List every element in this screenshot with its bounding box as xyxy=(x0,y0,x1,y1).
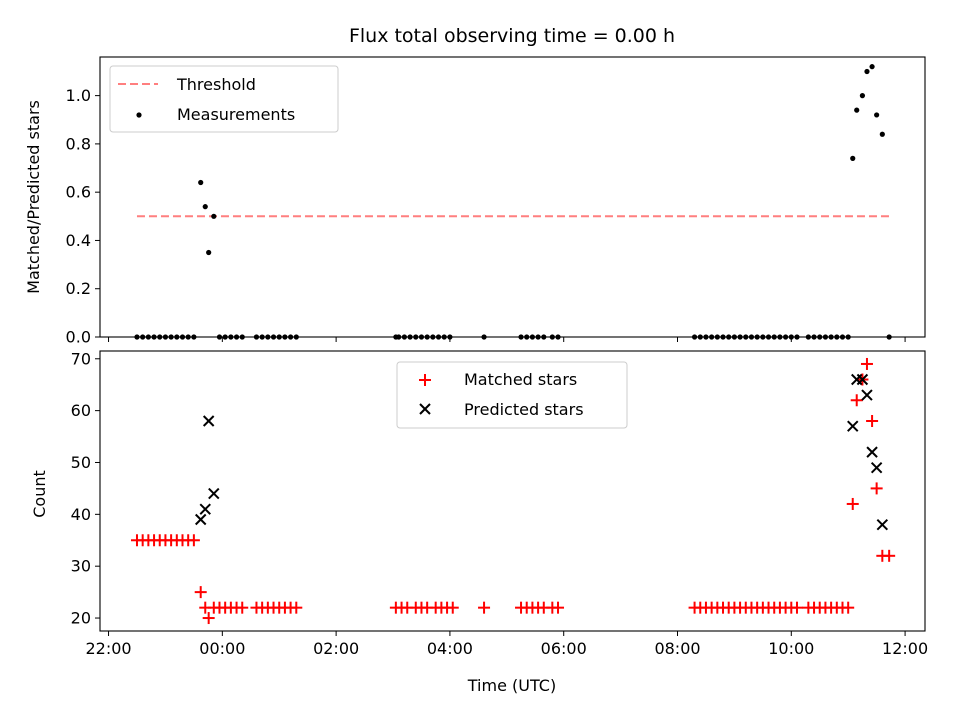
matched-stars-point xyxy=(860,357,873,370)
chart-title: Flux total observing time = 0.00 h xyxy=(349,25,675,47)
bottom-plot-data xyxy=(130,357,896,625)
top-plot-frame xyxy=(99,56,926,338)
bottom-y-tick-label: 20 xyxy=(71,609,91,628)
bottom-plot-frame xyxy=(99,350,926,632)
top-y-tick-label: 0.2 xyxy=(66,279,91,298)
matched-stars-point xyxy=(187,534,200,547)
top-legend-box xyxy=(109,65,339,133)
measurements-legend-swatch xyxy=(136,112,142,118)
measurements-point xyxy=(206,249,212,256)
x-tick-label: 12:00 xyxy=(882,639,928,658)
matched-stars-legend-swatch xyxy=(419,374,431,386)
x-tick-label: 08:00 xyxy=(654,639,700,658)
measurements-legend-label: Measurements xyxy=(177,105,295,124)
bottom-axes: 20 30 40 50 60 70 22:00 00:00 02:00 04:00 06:00 08:… xyxy=(71,349,929,658)
matched-stars-point xyxy=(870,482,883,495)
measurements-point xyxy=(202,204,208,210)
bottom-y-tick-label: 30 xyxy=(71,557,91,576)
matched-stars-point xyxy=(842,601,855,614)
x-tick-label: 06:00 xyxy=(541,639,587,658)
threshold-legend-label: Threshold xyxy=(176,75,256,94)
matched-stars-point xyxy=(552,601,565,614)
top-y-tick-label: 1.0 xyxy=(66,86,91,105)
bottom-panel: Count Time (UTC) 20 30 40 50 60 70 22:00 00:00 0… xyxy=(30,349,928,695)
measurements-point xyxy=(211,213,217,219)
x-tick-label: 02:00 xyxy=(313,639,359,658)
measurements-point xyxy=(854,107,860,113)
matched-stars-point xyxy=(850,394,863,407)
predicted-stars-legend-label: Predicted stars xyxy=(464,400,584,419)
measurements-point xyxy=(198,179,204,186)
predicted-stars-point xyxy=(202,415,215,427)
measurements-point xyxy=(850,155,856,161)
matched-stars-point xyxy=(446,601,459,614)
measurements-point xyxy=(874,112,880,118)
matched-stars-point xyxy=(790,601,803,614)
top-axes: 0.0 0.2 0.4 0.6 0.8 1.0 xyxy=(66,86,906,347)
predicted-stars-point xyxy=(870,461,883,474)
matched-stars-point xyxy=(236,601,249,614)
matched-stars-point xyxy=(866,415,879,427)
matched-stars-point xyxy=(290,601,303,614)
predicted-stars-point xyxy=(199,503,211,515)
x-tick-label: 10:00 xyxy=(768,639,814,658)
matched-stars-point xyxy=(883,549,896,562)
top-y-axis-label: Matched/Predicted stars xyxy=(24,100,43,294)
predicted-stars-point xyxy=(847,420,859,432)
top-panel: Flux total observing time = 0.00 h Match… xyxy=(24,25,926,347)
x-axis-label: Time (UTC) xyxy=(467,676,556,695)
x-tick-label: 00:00 xyxy=(199,639,245,658)
matched-stars-point xyxy=(194,586,207,599)
top-y-tick-label: 0.0 xyxy=(66,328,91,347)
measurements-point xyxy=(879,131,885,137)
measurements-point xyxy=(869,64,875,70)
x-tick-label: 22:00 xyxy=(85,639,131,658)
x-tick-label: 04:00 xyxy=(427,639,473,658)
matched-stars-point xyxy=(202,612,215,625)
predicted-stars-point xyxy=(208,487,220,500)
bottom-y-tick-label: 40 xyxy=(71,505,91,524)
bottom-y-tick-label: 70 xyxy=(71,349,91,368)
top-y-tick-label: 0.4 xyxy=(66,231,91,250)
bottom-y-tick-label: 60 xyxy=(71,401,91,420)
predicted-stars-legend-swatch xyxy=(419,403,431,415)
measurements-point xyxy=(864,68,870,75)
matched-stars-point xyxy=(478,601,491,614)
predicted-stars-point xyxy=(194,513,207,526)
predicted-stars-point xyxy=(861,389,873,401)
predicted-stars-point xyxy=(876,518,889,531)
top-y-tick-label: 0.6 xyxy=(66,183,91,202)
matched-stars-legend-label: Matched stars xyxy=(464,370,577,389)
predicted-stars-point xyxy=(856,373,869,386)
bottom-y-tick-label: 50 xyxy=(71,453,91,472)
predicted-stars-point xyxy=(866,446,878,458)
bottom-legend-box xyxy=(396,361,628,429)
matched-stars-point xyxy=(846,497,859,510)
top-legend: Threshold Measurements xyxy=(109,65,339,133)
measurements-point xyxy=(859,93,866,99)
bottom-legend: Matched stars Predicted stars xyxy=(396,361,628,429)
bottom-y-axis-label: Count xyxy=(30,470,49,518)
top-y-tick-label: 0.8 xyxy=(66,134,91,153)
